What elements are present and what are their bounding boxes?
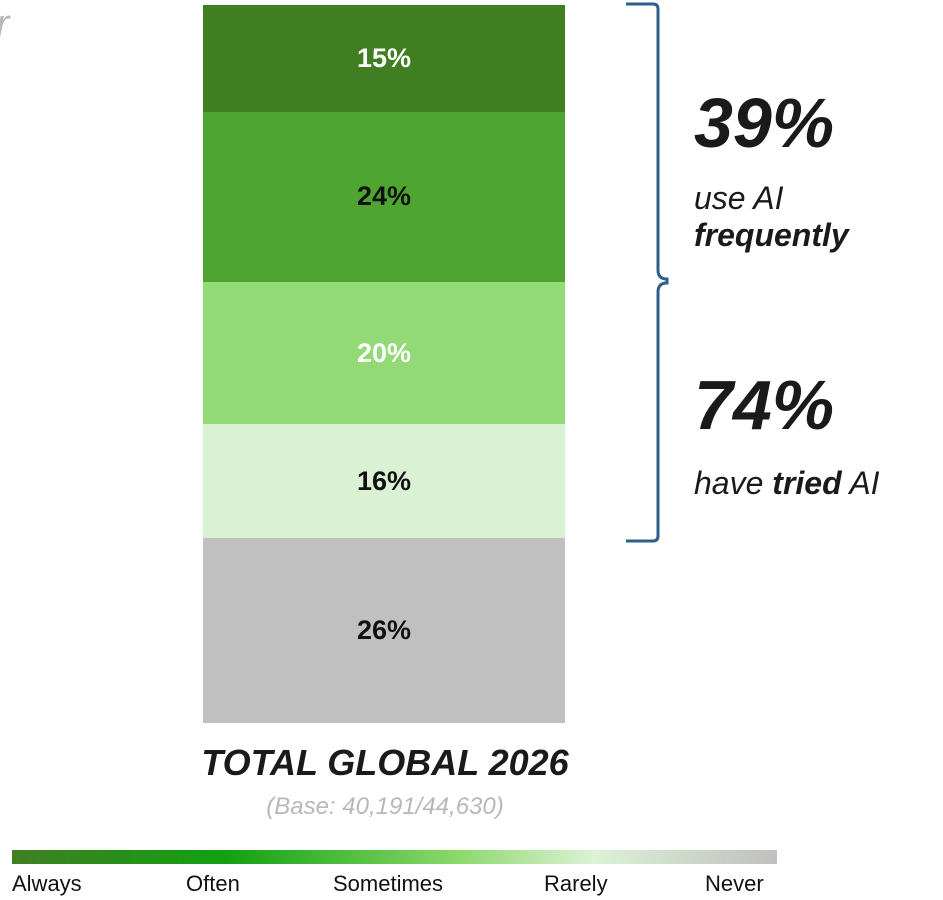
annotation-frequent-text: use AI frequently [694,180,849,254]
annotation-tried-end: AI [841,465,880,501]
bar-segment-never: 26% [203,538,565,723]
bar-segment-sometimes: 20% [203,282,565,425]
legend-label-often: Often [186,871,240,896]
annotation-tried-value: 74% [694,366,835,444]
annotation-frequent-value: 39% [694,84,835,162]
legend-gradient-bar [12,850,777,864]
legend-label-always: Always [12,871,82,896]
annotation-tried-bold: tried [772,465,842,501]
bar-segment-rarely: 16% [203,424,565,539]
data-label-never: 26% [356,615,412,646]
stacked-bar: 15% 24% 20% 16% 26% [203,5,565,723]
data-label-always: 15% [356,42,412,73]
annotation-tried-text: have tried AI [694,465,880,502]
data-label-rarely: 16% [356,465,412,496]
data-label-sometimes: 20% [356,337,412,368]
data-label-often: 24% [356,181,412,212]
annotation-frequent-line2: frequently [694,216,849,253]
annotation-frequent-line1: use AI [694,180,784,216]
bar-segment-often: 24% [203,111,565,283]
cropped-text-fragment: r [0,4,9,44]
legend-label-rarely: Rarely [544,871,608,896]
legend-label-sometimes: Sometimes [333,871,444,896]
chart-title: TOTAL GLOBAL 2026 [201,742,569,783]
chart-subtitle: (Base: 40,191/44,630) [266,793,504,820]
annotation-tried-plain: have [694,465,773,501]
legend-label-never: Never [705,871,764,896]
bar-segment-always: 15% [203,5,565,112]
brace-annotation [626,2,669,543]
